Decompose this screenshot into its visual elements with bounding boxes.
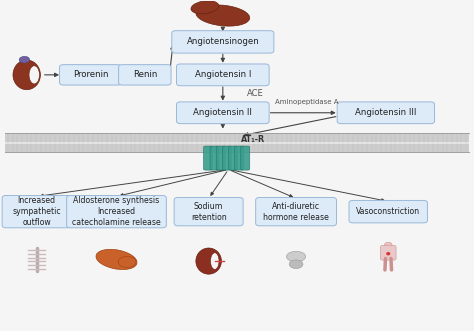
FancyBboxPatch shape bbox=[5, 133, 469, 142]
FancyBboxPatch shape bbox=[176, 102, 269, 124]
FancyBboxPatch shape bbox=[255, 198, 337, 226]
Ellipse shape bbox=[96, 249, 137, 269]
FancyBboxPatch shape bbox=[5, 142, 469, 144]
FancyBboxPatch shape bbox=[381, 245, 396, 260]
Text: ACE: ACE bbox=[246, 89, 263, 98]
FancyBboxPatch shape bbox=[222, 146, 231, 170]
Ellipse shape bbox=[118, 256, 136, 267]
FancyBboxPatch shape bbox=[118, 65, 171, 85]
Ellipse shape bbox=[210, 253, 219, 269]
FancyBboxPatch shape bbox=[60, 65, 121, 85]
FancyBboxPatch shape bbox=[2, 196, 71, 228]
Text: Anti-diuretic
hormone release: Anti-diuretic hormone release bbox=[263, 202, 329, 222]
Text: AT₁-R: AT₁-R bbox=[241, 135, 265, 144]
FancyBboxPatch shape bbox=[67, 196, 166, 228]
FancyBboxPatch shape bbox=[210, 146, 219, 170]
Ellipse shape bbox=[13, 60, 40, 90]
Text: Angiotensin III: Angiotensin III bbox=[355, 108, 417, 117]
Text: Aldosterone synthesis
Increased
catecholamine release: Aldosterone synthesis Increased catechol… bbox=[72, 196, 161, 227]
Text: Angiotensin II: Angiotensin II bbox=[193, 108, 252, 117]
FancyBboxPatch shape bbox=[235, 146, 244, 170]
Ellipse shape bbox=[29, 66, 39, 84]
FancyBboxPatch shape bbox=[241, 146, 250, 170]
Text: Prorenin: Prorenin bbox=[73, 71, 108, 79]
Text: Angiotensin I: Angiotensin I bbox=[195, 71, 251, 79]
Text: Angiotensinogen: Angiotensinogen bbox=[186, 37, 259, 46]
FancyBboxPatch shape bbox=[349, 201, 428, 223]
FancyBboxPatch shape bbox=[228, 146, 237, 170]
Ellipse shape bbox=[191, 1, 219, 14]
Ellipse shape bbox=[384, 242, 392, 248]
FancyBboxPatch shape bbox=[203, 146, 212, 170]
Text: Sodium
retention: Sodium retention bbox=[191, 202, 227, 222]
Ellipse shape bbox=[196, 5, 250, 26]
FancyBboxPatch shape bbox=[5, 144, 469, 152]
Text: Renin: Renin bbox=[133, 71, 157, 79]
Text: Aminopeptidase A: Aminopeptidase A bbox=[275, 99, 339, 105]
Text: Vasoconstriction: Vasoconstriction bbox=[356, 207, 420, 216]
Ellipse shape bbox=[286, 251, 306, 262]
Ellipse shape bbox=[19, 56, 29, 63]
FancyBboxPatch shape bbox=[216, 146, 225, 170]
FancyBboxPatch shape bbox=[176, 64, 269, 86]
Text: Increased
sympathetic
outflow: Increased sympathetic outflow bbox=[12, 196, 61, 227]
FancyBboxPatch shape bbox=[172, 31, 274, 53]
Ellipse shape bbox=[386, 252, 390, 256]
FancyBboxPatch shape bbox=[174, 198, 243, 226]
FancyBboxPatch shape bbox=[337, 102, 435, 124]
Ellipse shape bbox=[196, 248, 221, 274]
Ellipse shape bbox=[289, 260, 303, 268]
